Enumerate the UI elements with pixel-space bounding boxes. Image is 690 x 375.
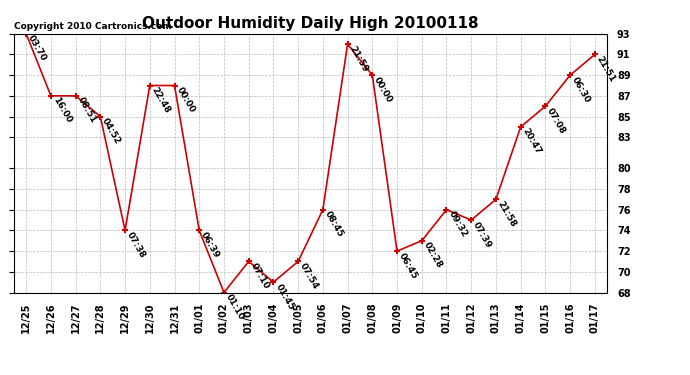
- Title: Outdoor Humidity Daily High 20100118: Outdoor Humidity Daily High 20100118: [142, 16, 479, 31]
- Text: 06:39: 06:39: [199, 230, 221, 260]
- Text: 20:47: 20:47: [521, 127, 543, 156]
- Text: 07:10: 07:10: [248, 261, 270, 291]
- Text: 07:54: 07:54: [298, 261, 320, 291]
- Text: 08:45: 08:45: [323, 210, 345, 239]
- Text: Copyright 2010 Cartronics.com: Copyright 2010 Cartronics.com: [14, 22, 172, 31]
- Text: 16:00: 16:00: [51, 96, 73, 125]
- Text: 08:51: 08:51: [76, 96, 98, 125]
- Text: 00:00: 00:00: [373, 75, 394, 104]
- Text: 01:45: 01:45: [273, 282, 295, 312]
- Text: 07:08: 07:08: [545, 106, 567, 135]
- Text: 21:51: 21:51: [595, 54, 617, 84]
- Text: 04:52: 04:52: [100, 117, 122, 146]
- Text: 02:28: 02:28: [422, 241, 444, 270]
- Text: 07:38: 07:38: [125, 230, 147, 260]
- Text: 01:10: 01:10: [224, 292, 246, 322]
- Text: 06:45: 06:45: [397, 251, 419, 280]
- Text: 06:30: 06:30: [570, 75, 592, 104]
- Text: 07:39: 07:39: [471, 220, 493, 249]
- Text: 09:32: 09:32: [446, 210, 469, 239]
- Text: 21:59: 21:59: [348, 44, 370, 74]
- Text: 03:70: 03:70: [26, 34, 48, 63]
- Text: 00:00: 00:00: [175, 86, 197, 114]
- Text: 21:58: 21:58: [496, 200, 518, 229]
- Text: 22:48: 22:48: [150, 86, 172, 115]
